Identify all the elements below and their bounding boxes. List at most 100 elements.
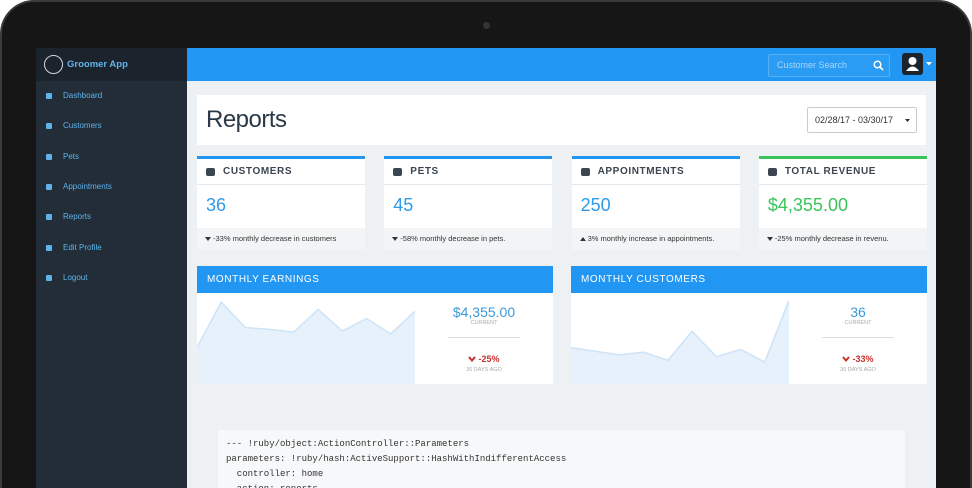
code-line: action: reports xyxy=(226,484,318,488)
chart-title: MONTHLY CUSTOMERS xyxy=(571,266,927,293)
stat-card: PETS 45 -58% monthly decrease in pets. xyxy=(384,156,553,250)
nav-label: Edit Profile xyxy=(63,242,102,252)
chart-panel: MONTHLY CUSTOMERS 36 CURRENT -33% 30 DAYS AG… xyxy=(571,266,927,384)
chart-summary: $4,355.00 CURRENT -25% 30 DAYS AGO xyxy=(415,293,553,384)
change-value: -33% xyxy=(852,354,874,364)
current-value: $4,355.00 xyxy=(452,304,516,320)
stat-note: -33% monthly decrease in customers xyxy=(213,234,337,243)
stat-label: PETS xyxy=(410,166,439,177)
brand-bar: Groomer App xyxy=(36,48,187,81)
screen: Groomer App Customer Search Reports 02/2… xyxy=(36,48,936,488)
avatar[interactable] xyxy=(902,53,923,75)
stat-value: 45 xyxy=(393,195,414,215)
nav-item[interactable]: Appointments xyxy=(36,177,187,197)
page-title: Reports xyxy=(206,106,287,133)
change-arrow xyxy=(842,356,851,363)
nav-label: Logout xyxy=(63,272,88,282)
current-label: CURRENT xyxy=(470,320,498,326)
nav-icon xyxy=(46,93,52,99)
current-label: CURRENT xyxy=(844,320,872,326)
trend-down xyxy=(392,237,399,241)
stat-card: TOTAL REVENUE $4,355.00 -25% monthly decre… xyxy=(758,156,927,250)
stat-icon xyxy=(206,168,215,176)
nav-icon xyxy=(46,153,52,160)
code-block xyxy=(218,430,905,488)
nav-item[interactable]: Logout xyxy=(36,268,187,288)
search-box[interactable]: Customer Search xyxy=(768,54,890,77)
change: -33% xyxy=(789,354,927,364)
date-range: 02/28/17 - 03/30/17 xyxy=(815,115,894,125)
arrow xyxy=(205,237,211,241)
sparkline xyxy=(197,300,415,384)
nav-icon xyxy=(46,274,52,281)
stat-header: TOTAL REVENUE xyxy=(758,159,927,185)
nav-label: Appointments xyxy=(63,181,112,191)
top-bar: Customer Search xyxy=(187,48,936,81)
sparkline-area xyxy=(571,300,789,384)
logo xyxy=(44,55,63,74)
chevron xyxy=(842,356,851,363)
sparkline-line xyxy=(571,300,789,364)
arrow xyxy=(579,237,586,241)
search-placeholder: Customer Search xyxy=(777,60,848,70)
nav-item[interactable]: Edit Profile xyxy=(36,238,187,258)
change-label: 30 DAYS AGO xyxy=(840,367,876,373)
camera xyxy=(483,22,490,29)
date-range-button[interactable]: 02/28/17 - 03/30/17 xyxy=(807,107,917,133)
nav-item[interactable]: Dashboard xyxy=(36,86,187,106)
sparkline-line xyxy=(197,300,415,348)
nav-icon xyxy=(46,214,52,221)
brand: Groomer App xyxy=(67,59,128,70)
divider xyxy=(448,337,520,338)
chevron xyxy=(468,356,477,363)
nav-label: Dashboard xyxy=(63,91,103,100)
stat-icon xyxy=(767,168,777,176)
trend-down xyxy=(766,237,773,241)
arrow xyxy=(766,237,773,241)
nav-item[interactable]: Pets xyxy=(36,147,187,167)
nav-label: Reports xyxy=(63,212,92,222)
code-line: parameters: !ruby/hash:ActiveSupport::Ha… xyxy=(226,454,567,464)
stat-note: 3% monthly increase in appointments. xyxy=(587,234,715,243)
stat-label: CUSTOMERS xyxy=(223,166,293,177)
avatar-caret[interactable] xyxy=(926,62,932,66)
stat-footer: 3% monthly increase in appointments. xyxy=(571,228,740,250)
stat-header: APPOINTMENTS xyxy=(571,159,740,185)
trend-down xyxy=(205,237,211,241)
code-line: --- !ruby/object:ActionController::Param… xyxy=(226,439,470,449)
nav-icon xyxy=(46,183,52,190)
stat-header: CUSTOMERS xyxy=(197,159,365,185)
nav-icon xyxy=(46,244,52,251)
stat-header: PETS xyxy=(384,159,553,185)
stat-icon xyxy=(393,168,403,176)
stat-label: APPOINTMENTS xyxy=(597,166,685,177)
stat-card: CUSTOMERS 36 -33% monthly decrease in cust… xyxy=(197,156,365,250)
nav-item[interactable]: Reports xyxy=(36,207,187,227)
nav-label: Customers xyxy=(63,121,102,131)
chart-summary: 36 CURRENT -33% 30 DAYS AGO xyxy=(789,293,927,384)
change-arrow xyxy=(468,356,477,363)
divider xyxy=(822,337,894,338)
nav-item[interactable]: Customers xyxy=(36,116,187,136)
reports-header: Reports 02/28/17 - 03/30/17 xyxy=(197,95,926,145)
arrow xyxy=(392,237,399,241)
search-icon[interactable] xyxy=(873,60,884,71)
chart-panel: MONTHLY EARNINGS $4,355.00 CURRENT -25% 30 D… xyxy=(197,266,553,384)
trend-up xyxy=(579,237,586,241)
stat-note: -58% monthly decrease in pets. xyxy=(400,234,506,243)
stat-footer: -33% monthly decrease in customers xyxy=(197,228,365,250)
stat-value: 36 xyxy=(206,195,227,215)
nav-label: Pets xyxy=(63,151,80,161)
stat-value: 250 xyxy=(580,195,611,215)
change-value: -25% xyxy=(478,354,500,364)
change: -25% xyxy=(415,354,553,364)
stat-note: -25% monthly decrease in revenu. xyxy=(774,234,889,243)
stat-footer: -58% monthly decrease in pets. xyxy=(384,228,553,250)
nav-icon xyxy=(46,123,52,130)
change-label: 30 DAYS AGO xyxy=(466,367,502,373)
sparkline-area xyxy=(197,302,415,384)
stat-value: $4,355.00 xyxy=(767,195,848,215)
chart-title: MONTHLY EARNINGS xyxy=(197,266,553,293)
stat-label: TOTAL REVENUE xyxy=(784,166,877,177)
current-value: 36 xyxy=(850,304,866,320)
